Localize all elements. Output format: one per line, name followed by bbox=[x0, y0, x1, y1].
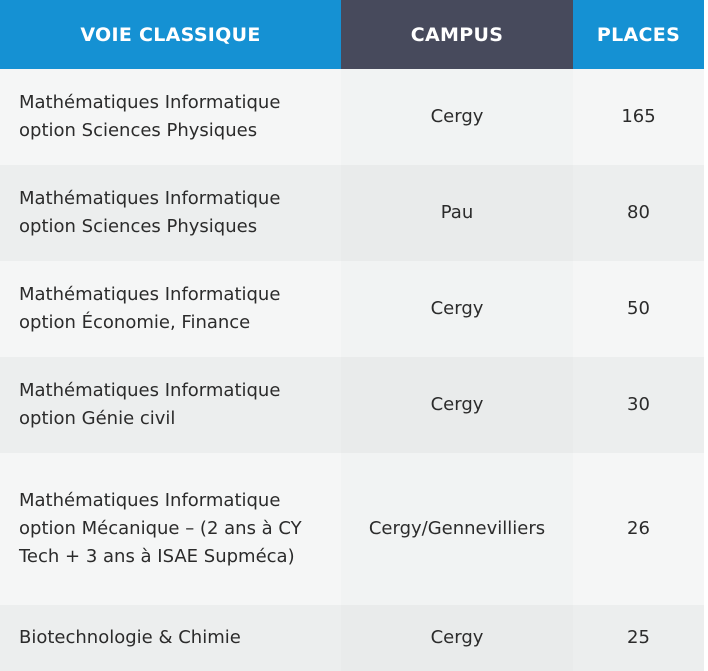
header-voie-classique: VOIE CLASSIQUE bbox=[0, 0, 341, 69]
campus-cell: Cergy bbox=[341, 357, 573, 453]
campus-cell: Cergy bbox=[341, 605, 573, 671]
program-cell: Mathématiques Informatique option Scienc… bbox=[0, 165, 341, 261]
places-cell: 30 bbox=[573, 357, 704, 453]
program-cell: Mathématiques Informatique option Mécani… bbox=[0, 453, 341, 605]
table-row: Mathématiques Informatique option Scienc… bbox=[0, 69, 704, 165]
campus-cell: Cergy bbox=[341, 69, 573, 165]
table-row: Mathématiques Informatique option Mécani… bbox=[0, 453, 704, 605]
places-cell: 165 bbox=[573, 69, 704, 165]
program-cell: Biotechnologie & Chimie bbox=[0, 605, 341, 671]
table-header: VOIE CLASSIQUE CAMPUS PLACES bbox=[0, 0, 704, 69]
program-cell: Mathématiques Informatique option Scienc… bbox=[0, 69, 341, 165]
table-row: Mathématiques Informatique option Scienc… bbox=[0, 165, 704, 261]
table-row: Biotechnologie & Chimie Cergy 25 bbox=[0, 605, 704, 671]
places-cell: 80 bbox=[573, 165, 704, 261]
table-row: Mathématiques Informatique option Génie … bbox=[0, 357, 704, 453]
table-body: Mathématiques Informatique option Scienc… bbox=[0, 69, 704, 671]
places-cell: 26 bbox=[573, 453, 704, 605]
campus-cell: Cergy/Gennevilliers bbox=[341, 453, 573, 605]
header-places: PLACES bbox=[573, 0, 704, 69]
campus-cell: Pau bbox=[341, 165, 573, 261]
program-cell: Mathématiques Informatique option Économ… bbox=[0, 261, 341, 357]
table-row: Mathématiques Informatique option Économ… bbox=[0, 261, 704, 357]
places-cell: 25 bbox=[573, 605, 704, 671]
header-campus: CAMPUS bbox=[341, 0, 573, 69]
campus-cell: Cergy bbox=[341, 261, 573, 357]
program-cell: Mathématiques Informatique option Génie … bbox=[0, 357, 341, 453]
places-cell: 50 bbox=[573, 261, 704, 357]
